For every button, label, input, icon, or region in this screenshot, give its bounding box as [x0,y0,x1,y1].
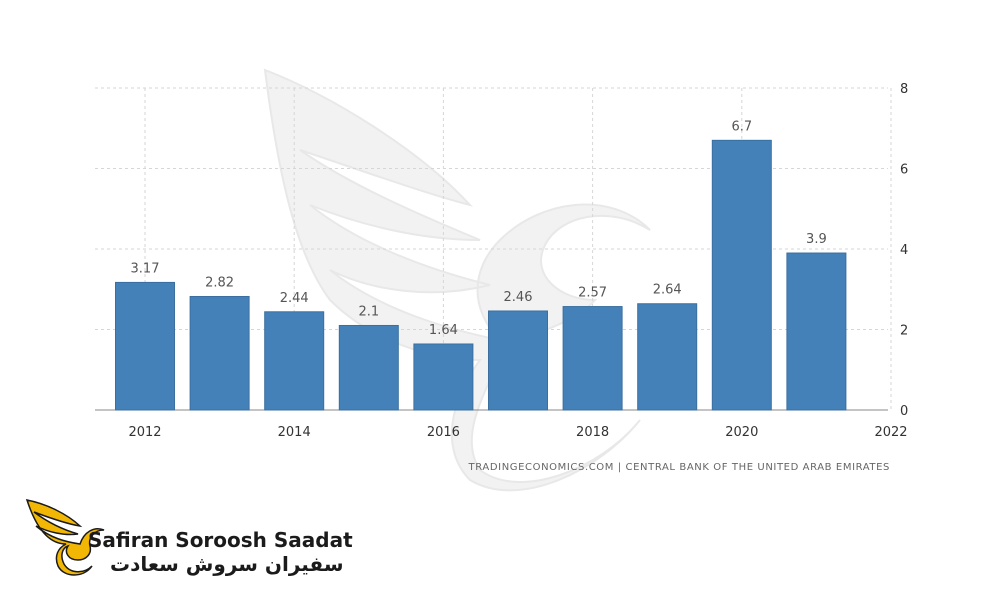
bar-2018 [562,306,623,411]
data-label-2016: 1.64 [429,323,458,338]
x-axis-ticks: 2012 2014 2016 2018 2020 2022 [128,425,907,440]
data-label-2021: 3.9 [806,232,827,247]
source-caption: TRADINGECONOMICS.COM | CENTRAL BANK OF T… [468,462,890,473]
data-labels: 3.17 2.82 2.44 2.1 1.64 2.46 2.57 2.64 6.7 3.9 [131,119,827,338]
y-tick-label: 2 [900,324,908,339]
bar-2019 [637,303,698,411]
x-tick-label: 2016 [427,425,460,440]
bars [115,139,847,411]
x-tick-label: 2012 [128,425,161,440]
bar-2014 [264,311,325,411]
data-label-2013: 2.82 [205,275,234,290]
y-tick-label: 4 [900,243,908,258]
bar-2020 [711,139,772,411]
data-label-2012: 3.17 [131,261,160,276]
logo-wing-icon [25,499,105,576]
data-label-2020: 6.7 [731,119,752,134]
y-tick-label: 8 [900,82,908,97]
brand-name-en: Safiran Soroosh Saadat [88,528,353,552]
watermark-wing-icon [263,68,651,492]
x-tick-label: 2018 [576,425,609,440]
y-tick-label: 0 [900,404,908,419]
data-label-2019: 2.64 [653,283,682,298]
x-tick-label: 2020 [725,425,758,440]
bar-2016 [413,343,474,411]
y-axis-ticks: 0 2 4 6 8 [900,82,908,419]
brand-name-fa: سفیران سروش سعادت [110,552,344,576]
bar-2017 [488,310,548,411]
bar-2013 [189,295,250,411]
x-tick-label: 2022 [874,425,907,440]
x-tick-label: 2014 [278,425,311,440]
data-label-2018: 2.57 [578,286,607,301]
y-tick-label: 6 [900,163,908,178]
data-label-2015: 2.1 [358,304,379,319]
data-label-2017: 2.46 [504,290,533,305]
data-label-2014: 2.44 [280,291,309,306]
bar-2021 [786,252,847,411]
bar-2015 [338,324,399,411]
bar-2012 [115,281,175,411]
